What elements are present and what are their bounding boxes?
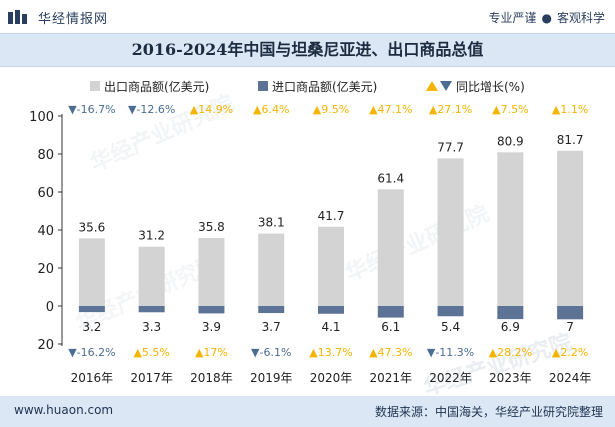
import-growth-label: ▲13.7% xyxy=(309,346,352,359)
import-bar xyxy=(557,306,584,320)
top-bar: 华经情报网 专业严谨 ● 客观科学 xyxy=(0,0,615,33)
export-value-label: 80.9 xyxy=(497,134,524,148)
import-bar xyxy=(198,306,225,314)
export-growth-label: ▲47.1% xyxy=(369,103,412,116)
import-growth-label: ▲17% xyxy=(195,346,228,359)
export-value-label: 31.2 xyxy=(138,229,165,243)
export-growth-label: ▲1.1% xyxy=(552,103,588,116)
site-url: www.huaon.com xyxy=(14,403,114,417)
import-value-label: 5.4 xyxy=(441,320,460,334)
import-bar xyxy=(377,306,404,318)
export-bar xyxy=(258,233,285,306)
export-growth-label: ▲9.5% xyxy=(313,103,349,116)
export-bar xyxy=(497,152,524,306)
export-value-label: 35.8 xyxy=(198,220,225,234)
logo-icon xyxy=(8,10,27,24)
export-bar xyxy=(78,238,105,306)
legend-label-export: 出口商品额(亿美元) xyxy=(104,79,209,94)
import-value-label: 3.3 xyxy=(142,320,161,334)
import-bar xyxy=(437,306,464,317)
legend-label-growth: 同比增长(%) xyxy=(456,80,525,94)
export-bar xyxy=(318,226,344,306)
export-value-label: 38.1 xyxy=(258,216,285,230)
x-tick-label: 2018年 xyxy=(190,371,233,385)
import-growth-label: ▼-11.3% xyxy=(427,346,474,359)
y-tick-label: 60 xyxy=(37,186,54,201)
x-tick-label: 2019年 xyxy=(250,371,293,385)
watermark-text: 华经产业研究院 xyxy=(342,200,493,286)
import-growth-label: ▲5.5% xyxy=(133,346,169,359)
export-value-label: 35.6 xyxy=(79,220,106,234)
legend-down-triangle-icon xyxy=(440,81,452,91)
slogan-separator: ● xyxy=(541,11,552,25)
export-value-label: 61.4 xyxy=(377,171,404,185)
import-growth-label: ▲28.2% xyxy=(489,346,532,359)
export-value-label: 81.7 xyxy=(557,133,584,147)
legend-label-import: 进口商品额(亿美元) xyxy=(272,79,377,94)
legend-swatch-import xyxy=(258,81,268,91)
legend-up-triangle-icon xyxy=(426,81,438,91)
import-value-label: 6.1 xyxy=(381,320,400,334)
export-bar xyxy=(557,150,584,306)
import-value-label: 6.9 xyxy=(501,320,520,334)
legend-swatch-export xyxy=(90,81,100,91)
export-growth-label: ▼-12.6% xyxy=(128,103,175,116)
export-value-label: 77.7 xyxy=(437,140,464,154)
x-tick-label: 2017年 xyxy=(130,371,173,385)
chart-title: 2016-2024年中国与坦桑尼亚进、出口商品总值 xyxy=(131,40,484,59)
slogan-left: 专业严谨 xyxy=(488,11,537,25)
x-tick-label: 2023年 xyxy=(489,371,532,385)
watermark-text: 华经产业研究院 xyxy=(421,329,576,401)
import-bar xyxy=(78,306,105,313)
export-growth-label: ▲6.4% xyxy=(253,103,289,116)
export-bar xyxy=(198,237,225,306)
import-growth-label: ▲2.2% xyxy=(552,346,588,359)
import-value-label: 3.9 xyxy=(202,320,221,334)
export-bar xyxy=(437,158,464,306)
data-source: 数据来源：中国海关，华经产业研究院整理 xyxy=(374,405,603,419)
import-bar xyxy=(318,306,344,314)
import-value-label: 3.7 xyxy=(262,320,281,334)
export-growth-label: ▼-16.7% xyxy=(68,103,115,116)
slogan-right: 客观科学 xyxy=(556,11,605,25)
export-bar xyxy=(138,246,165,306)
import-bar xyxy=(258,306,285,314)
import-bar xyxy=(497,306,524,320)
brand-name: 华经情报网 xyxy=(38,12,109,27)
title-band: 2016-2024年中国与坦桑尼亚进、出口商品总值 xyxy=(0,33,615,67)
export-bar xyxy=(377,189,404,306)
y-tick-label: 20 xyxy=(37,262,54,277)
import-growth-label: ▼-16.2% xyxy=(68,346,115,359)
y-tick-label: 20 xyxy=(37,338,54,353)
import-bar xyxy=(138,306,165,313)
x-tick-label: 2020年 xyxy=(310,371,353,385)
y-tick-label: 40 xyxy=(37,224,54,239)
import-value-label: 3.2 xyxy=(82,320,101,334)
y-tick-label: 80 xyxy=(37,148,54,163)
slogan: 专业严谨 ● 客观科学 xyxy=(488,9,605,26)
x-tick-label: 2016年 xyxy=(71,371,114,385)
y-tick-label: 100 xyxy=(29,110,54,125)
x-tick-label: 2024年 xyxy=(549,371,592,385)
import-value-label: 7 xyxy=(566,320,574,334)
export-growth-label: ▲27.1% xyxy=(429,103,472,116)
footer: www.huaon.com 数据来源：中国海关，华经产业研究院整理 xyxy=(0,396,615,427)
y-tick-label: 0 xyxy=(46,300,54,315)
export-growth-label: ▲7.5% xyxy=(492,103,528,116)
import-growth-label: ▲47.3% xyxy=(369,346,412,359)
import-value-label: 4.1 xyxy=(321,320,340,334)
export-value-label: 41.7 xyxy=(318,209,345,223)
import-growth-label: ▼-6.1% xyxy=(251,346,291,359)
export-growth-label: ▲14.9% xyxy=(190,103,233,116)
x-tick-label: 2022年 xyxy=(429,371,472,385)
x-tick-label: 2021年 xyxy=(370,371,413,385)
